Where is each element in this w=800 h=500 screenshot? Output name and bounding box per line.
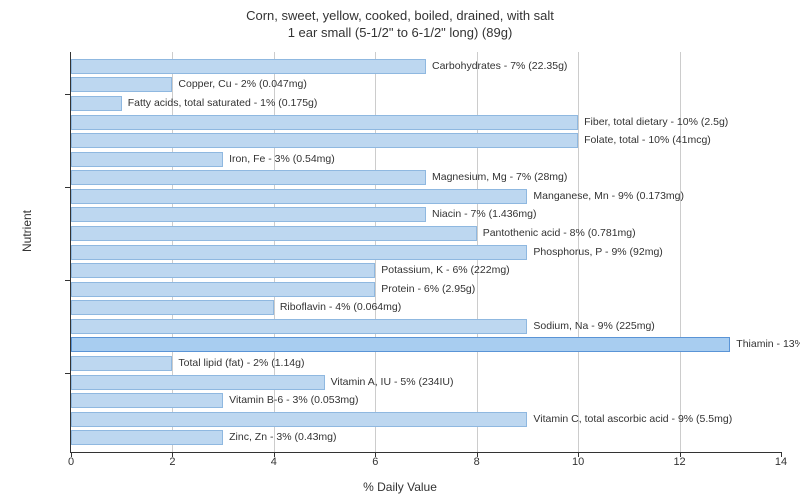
x-axis-label: % Daily Value xyxy=(0,480,800,494)
x-tick-label: 12 xyxy=(673,456,685,468)
nutrient-bar xyxy=(71,77,172,92)
nutrient-bar-label: Iron, Fe - 3% (0.54mg) xyxy=(229,152,335,167)
nutrient-bar xyxy=(71,263,375,278)
x-tick-label: 6 xyxy=(372,456,378,468)
nutrient-bar-label: Riboflavin - 4% (0.064mg) xyxy=(280,300,401,315)
nutrient-bar xyxy=(71,375,325,390)
nutrient-bar-label: Thiamin - 13% (0.191mg) xyxy=(736,337,800,352)
nutrient-bar-label: Phosphorus, P - 9% (92mg) xyxy=(533,245,662,260)
x-tick-label: 10 xyxy=(572,456,584,468)
nutrient-bar xyxy=(71,412,527,427)
nutrient-bar-label: Vitamin C, total ascorbic acid - 9% (5.5… xyxy=(533,412,732,427)
nutrient-bar-label: Potassium, K - 6% (222mg) xyxy=(381,263,509,278)
nutrient-bar xyxy=(71,245,527,260)
nutrient-bar xyxy=(71,356,172,371)
x-tick-label: 2 xyxy=(169,456,175,468)
nutrient-bar xyxy=(71,282,375,297)
y-tick xyxy=(65,280,71,281)
nutrient-bar xyxy=(71,96,122,111)
nutrient-bar-label: Folate, total - 10% (41mcg) xyxy=(584,133,711,148)
title-line-1: Corn, sweet, yellow, cooked, boiled, dra… xyxy=(246,8,554,23)
y-tick xyxy=(65,187,71,188)
nutrient-bar xyxy=(71,59,426,74)
nutrient-bar xyxy=(71,319,527,334)
nutrient-bar-label: Protein - 6% (2.95g) xyxy=(381,282,475,297)
nutrient-bar xyxy=(71,115,578,130)
nutrient-bar-label: Fiber, total dietary - 10% (2.5g) xyxy=(584,115,728,130)
gridline xyxy=(680,52,681,452)
nutrient-bar xyxy=(71,207,426,222)
x-tick-label: 14 xyxy=(775,456,787,468)
y-axis-label: Nutrient xyxy=(20,210,34,252)
nutrient-bar-label: Vitamin A, IU - 5% (234IU) xyxy=(331,375,454,390)
title-line-2: 1 ear small (5-1/2" to 6-1/2" long) (89g… xyxy=(288,25,513,40)
x-tick-label: 0 xyxy=(68,456,74,468)
nutrient-bar-label: Total lipid (fat) - 2% (1.14g) xyxy=(178,356,304,371)
nutrient-bar xyxy=(71,393,223,408)
y-tick xyxy=(65,373,71,374)
nutrient-bar xyxy=(71,300,274,315)
nutrient-bar xyxy=(71,152,223,167)
nutrient-bar-label: Niacin - 7% (1.436mg) xyxy=(432,207,536,222)
nutrient-bar-label: Fatty acids, total saturated - 1% (0.175… xyxy=(128,96,318,111)
nutrient-bar-label: Magnesium, Mg - 7% (28mg) xyxy=(432,170,567,185)
y-tick xyxy=(65,94,71,95)
nutrient-bar-label: Vitamin B-6 - 3% (0.053mg) xyxy=(229,393,358,408)
nutrient-bar xyxy=(71,337,730,352)
nutrient-bar-label: Copper, Cu - 2% (0.047mg) xyxy=(178,77,306,92)
nutrient-bar xyxy=(71,189,527,204)
plot-area: 02468101214Carbohydrates - 7% (22.35g)Co… xyxy=(70,52,781,453)
x-tick-label: 8 xyxy=(474,456,480,468)
nutrient-bar-label: Sodium, Na - 9% (225mg) xyxy=(533,319,654,334)
nutrient-bar-label: Manganese, Mn - 9% (0.173mg) xyxy=(533,189,684,204)
nutrient-bar-label: Pantothenic acid - 8% (0.781mg) xyxy=(483,226,636,241)
nutrient-bar xyxy=(71,133,578,148)
nutrient-bar-label: Zinc, Zn - 3% (0.43mg) xyxy=(229,430,336,445)
x-tick-label: 4 xyxy=(271,456,277,468)
nutrient-bar xyxy=(71,170,426,185)
nutrient-bar xyxy=(71,430,223,445)
nutrient-bar xyxy=(71,226,477,241)
chart-title: Corn, sweet, yellow, cooked, boiled, dra… xyxy=(0,0,800,42)
nutrition-chart: Corn, sweet, yellow, cooked, boiled, dra… xyxy=(0,0,800,500)
nutrient-bar-label: Carbohydrates - 7% (22.35g) xyxy=(432,59,567,74)
